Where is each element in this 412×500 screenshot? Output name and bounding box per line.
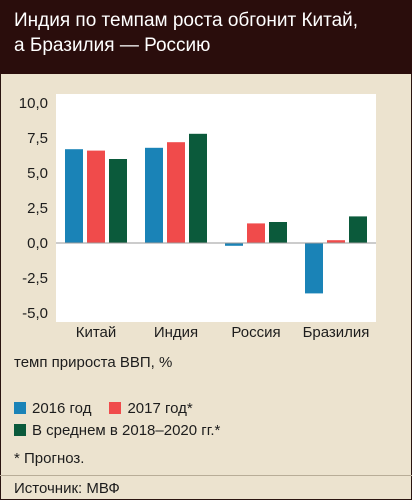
header: Индия по темпам роста обгонит Китай, а Б… xyxy=(0,0,412,74)
y-axis-caption: темп прироста ВВП, % xyxy=(14,354,173,371)
source-line: Источник: МВФ xyxy=(14,480,120,497)
bar-2016 xyxy=(145,147,163,243)
bar-2016 xyxy=(65,149,83,243)
legend-label-average: В среднем в 2018–2020 гг.* xyxy=(32,421,221,439)
bar-average xyxy=(109,159,127,243)
bar-2017 xyxy=(327,240,345,243)
bar-average xyxy=(189,133,207,243)
divider xyxy=(0,475,412,476)
bar-2017 xyxy=(167,142,185,243)
bar-chart: 10,0 7,5 5,0 2,5 0,0 -2,5 -5,0 Китай Индия Россия… xyxy=(19,95,376,341)
legend: 2016 год 2017 год* В среднем в 2018–2020… xyxy=(14,397,220,441)
title-line-2: а Бразилия — Россию xyxy=(14,35,211,56)
bar-2017 xyxy=(247,223,265,243)
legend-label-2016: 2016 год xyxy=(32,399,92,417)
legend-item-average: В среднем в 2018–2020 гг.* xyxy=(14,419,220,441)
y-tick-label: 7,5 xyxy=(27,130,48,147)
legend-swatch-average xyxy=(14,424,26,436)
chart-title: Индия по темпам роста обгонит Китай, а Б… xyxy=(14,8,358,58)
x-tick-label: Россия xyxy=(231,324,280,341)
x-tick-label: Китай xyxy=(76,324,117,341)
y-tick-label: 10,0 xyxy=(19,95,48,112)
y-tick-label: -5,0 xyxy=(22,305,48,322)
y-tick-label: -2,5 xyxy=(22,270,48,287)
bar-average xyxy=(269,222,287,243)
bar-average xyxy=(349,216,367,243)
legend-item-2016: 2016 год xyxy=(14,397,91,419)
legend-label-2017: 2017 год* xyxy=(127,399,193,417)
legend-swatch-2017 xyxy=(109,402,122,414)
bar-2017 xyxy=(87,150,105,243)
legend-item-2017: 2017 год* xyxy=(109,397,193,419)
x-tick-label: Бразилия xyxy=(303,324,370,341)
y-tick-label: 2,5 xyxy=(27,200,48,217)
legend-swatch-2016 xyxy=(14,402,26,414)
forecast-note: * Прогноз. xyxy=(14,450,85,467)
bar-2016 xyxy=(305,243,323,294)
bar-2016 xyxy=(225,243,243,246)
y-tick-label: 0,0 xyxy=(27,235,48,252)
title-line-1: Индия по темпам роста обгонит Китай, xyxy=(14,10,359,31)
y-tick-label: 5,0 xyxy=(27,165,48,182)
x-tick-label: Индия xyxy=(154,324,198,341)
